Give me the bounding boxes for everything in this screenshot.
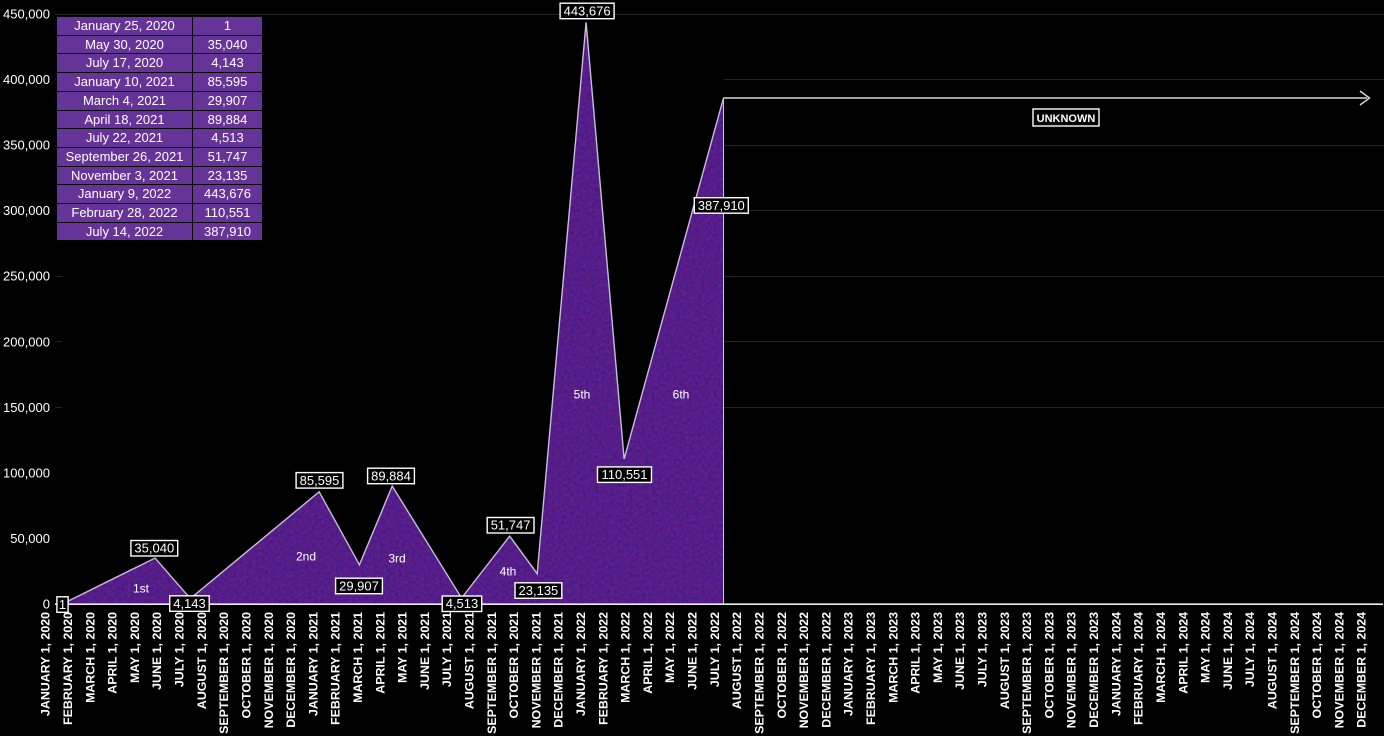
svg-text:51,747: 51,747 bbox=[491, 518, 531, 533]
svg-text:443,676: 443,676 bbox=[564, 3, 611, 18]
svg-text:DECEMBER 1, 2024: DECEMBER 1, 2024 bbox=[1355, 612, 1369, 728]
svg-text:MAY 1, 2022: MAY 1, 2022 bbox=[663, 612, 677, 683]
svg-text:2nd: 2nd bbox=[296, 549, 316, 563]
svg-text:NOVEMBER 1, 2020: NOVEMBER 1, 2020 bbox=[262, 612, 276, 728]
svg-text:FEBRUARY 1, 2024: FEBRUARY 1, 2024 bbox=[1132, 612, 1146, 725]
svg-text:FEBRUARY 1, 2021: FEBRUARY 1, 2021 bbox=[329, 612, 343, 725]
svg-text:MAY 1, 2021: MAY 1, 2021 bbox=[396, 612, 410, 683]
svg-text:6th: 6th bbox=[673, 387, 690, 401]
svg-text:JANUARY 1, 2021: JANUARY 1, 2021 bbox=[306, 612, 320, 716]
svg-text:OCTOBER 1, 2021: OCTOBER 1, 2021 bbox=[507, 612, 521, 719]
svg-text:JUNE 1, 2024: JUNE 1, 2024 bbox=[1221, 612, 1235, 690]
svg-text:DECEMBER 1, 2020: DECEMBER 1, 2020 bbox=[284, 612, 298, 728]
svg-text:110,551: 110,551 bbox=[601, 467, 647, 482]
svg-text:1: 1 bbox=[59, 597, 66, 612]
svg-text:200,000: 200,000 bbox=[3, 334, 50, 349]
svg-text:50,000: 50,000 bbox=[10, 531, 50, 546]
svg-text:89,884: 89,884 bbox=[371, 468, 411, 483]
svg-text:OCTOBER 1, 2020: OCTOBER 1, 2020 bbox=[239, 612, 253, 719]
svg-text:SEPTEMBER 1, 2024: SEPTEMBER 1, 2024 bbox=[1288, 612, 1302, 734]
svg-text:OCTOBER 1, 2023: OCTOBER 1, 2023 bbox=[1042, 612, 1056, 719]
svg-text:150,000: 150,000 bbox=[3, 400, 50, 415]
svg-text:APRIL 1, 2020: APRIL 1, 2020 bbox=[106, 612, 120, 694]
svg-text:JUNE 1, 2021: JUNE 1, 2021 bbox=[418, 612, 432, 690]
svg-text:35,040: 35,040 bbox=[134, 541, 174, 556]
svg-text:85,595: 85,595 bbox=[300, 473, 340, 488]
svg-text:1st: 1st bbox=[133, 581, 150, 595]
svg-text:SEPTEMBER 1, 2021: SEPTEMBER 1, 2021 bbox=[485, 612, 499, 734]
svg-text:NOVEMBER 1, 2024: NOVEMBER 1, 2024 bbox=[1332, 612, 1346, 728]
svg-text:JULY 1, 2020: JULY 1, 2020 bbox=[173, 612, 187, 687]
svg-text:4,143: 4,143 bbox=[173, 596, 206, 611]
svg-text:DECEMBER 1, 2021: DECEMBER 1, 2021 bbox=[552, 612, 566, 728]
svg-text:JUNE 1, 2022: JUNE 1, 2022 bbox=[686, 612, 700, 690]
svg-text:JULY 1, 2023: JULY 1, 2023 bbox=[976, 612, 990, 687]
svg-text:400,000: 400,000 bbox=[3, 72, 50, 87]
svg-text:5th: 5th bbox=[574, 387, 591, 401]
svg-text:MARCH 1, 2021: MARCH 1, 2021 bbox=[351, 612, 365, 703]
svg-text:APRIL 1, 2022: APRIL 1, 2022 bbox=[641, 612, 655, 694]
svg-text:JANUARY 1, 2024: JANUARY 1, 2024 bbox=[1109, 612, 1123, 716]
svg-text:NOVEMBER 1, 2023: NOVEMBER 1, 2023 bbox=[1065, 612, 1079, 728]
svg-text:250,000: 250,000 bbox=[3, 269, 50, 284]
svg-text:SEPTEMBER 1, 2023: SEPTEMBER 1, 2023 bbox=[1020, 612, 1034, 734]
svg-text:23,135: 23,135 bbox=[519, 583, 559, 598]
svg-text:APRIL 1, 2023: APRIL 1, 2023 bbox=[909, 612, 923, 694]
svg-text:APRIL 1, 2024: APRIL 1, 2024 bbox=[1176, 612, 1190, 694]
svg-text:AUGUST 1, 2023: AUGUST 1, 2023 bbox=[998, 612, 1012, 709]
svg-text:JULY 1, 2024: JULY 1, 2024 bbox=[1243, 612, 1257, 687]
svg-text:JUNE 1, 2023: JUNE 1, 2023 bbox=[953, 612, 967, 690]
svg-text:NOVEMBER 1, 2022: NOVEMBER 1, 2022 bbox=[797, 612, 811, 728]
svg-text:4,513: 4,513 bbox=[446, 596, 479, 611]
svg-text:MAY 1, 2020: MAY 1, 2020 bbox=[128, 612, 142, 683]
svg-text:JANUARY 1, 2023: JANUARY 1, 2023 bbox=[842, 612, 856, 716]
svg-text:DECEMBER 1, 2023: DECEMBER 1, 2023 bbox=[1087, 612, 1101, 728]
svg-text:AUGUST 1, 2020: AUGUST 1, 2020 bbox=[195, 612, 209, 709]
svg-text:350,000: 350,000 bbox=[3, 138, 50, 153]
svg-text:FEBRUARY 1, 2022: FEBRUARY 1, 2022 bbox=[596, 612, 610, 725]
svg-text:SEPTEMBER 1, 2022: SEPTEMBER 1, 2022 bbox=[752, 612, 766, 734]
svg-text:MARCH 1, 2023: MARCH 1, 2023 bbox=[886, 612, 900, 703]
svg-text:AUGUST 1, 2022: AUGUST 1, 2022 bbox=[730, 612, 744, 709]
svg-text:UNKNOWN: UNKNOWN bbox=[1037, 113, 1096, 125]
svg-text:MAY 1, 2024: MAY 1, 2024 bbox=[1199, 612, 1213, 683]
svg-text:387,910: 387,910 bbox=[698, 198, 745, 213]
svg-text:MARCH 1, 2024: MARCH 1, 2024 bbox=[1154, 612, 1168, 703]
svg-text:JULY 1, 2022: JULY 1, 2022 bbox=[708, 612, 722, 687]
svg-text:OCTOBER 1, 2022: OCTOBER 1, 2022 bbox=[775, 612, 789, 719]
svg-text:FEBRUARY 1, 2020: FEBRUARY 1, 2020 bbox=[61, 612, 75, 725]
svg-text:FEBRUARY 1, 2023: FEBRUARY 1, 2023 bbox=[864, 612, 878, 725]
svg-text:SEPTEMBER 1, 2020: SEPTEMBER 1, 2020 bbox=[217, 612, 231, 734]
svg-text:29,907: 29,907 bbox=[339, 578, 379, 593]
svg-text:3rd: 3rd bbox=[388, 551, 405, 565]
svg-text:AUGUST 1, 2024: AUGUST 1, 2024 bbox=[1265, 612, 1279, 709]
svg-text:0: 0 bbox=[43, 597, 50, 612]
svg-text:450,000: 450,000 bbox=[3, 7, 50, 22]
svg-text:100,000: 100,000 bbox=[3, 465, 50, 480]
svg-text:JUNE 1, 2020: JUNE 1, 2020 bbox=[150, 612, 164, 690]
svg-text:MARCH 1, 2020: MARCH 1, 2020 bbox=[83, 612, 97, 703]
svg-text:AUGUST 1, 2021: AUGUST 1, 2021 bbox=[463, 612, 477, 709]
svg-text:MAY 1, 2023: MAY 1, 2023 bbox=[931, 612, 945, 683]
svg-text:APRIL 1, 2021: APRIL 1, 2021 bbox=[373, 612, 387, 694]
svg-text:OCTOBER 1, 2024: OCTOBER 1, 2024 bbox=[1310, 612, 1324, 719]
svg-text:JANUARY 1, 2020: JANUARY 1, 2020 bbox=[39, 612, 53, 716]
svg-text:300,000: 300,000 bbox=[3, 203, 50, 218]
svg-text:4th: 4th bbox=[500, 564, 517, 578]
svg-text:DECEMBER 1, 2022: DECEMBER 1, 2022 bbox=[819, 612, 833, 728]
svg-text:MARCH 1, 2022: MARCH 1, 2022 bbox=[619, 612, 633, 703]
svg-text:NOVEMBER 1, 2021: NOVEMBER 1, 2021 bbox=[529, 612, 543, 728]
svg-text:JANUARY 1, 2022: JANUARY 1, 2022 bbox=[574, 612, 588, 716]
svg-text:JULY 1, 2021: JULY 1, 2021 bbox=[440, 612, 454, 687]
